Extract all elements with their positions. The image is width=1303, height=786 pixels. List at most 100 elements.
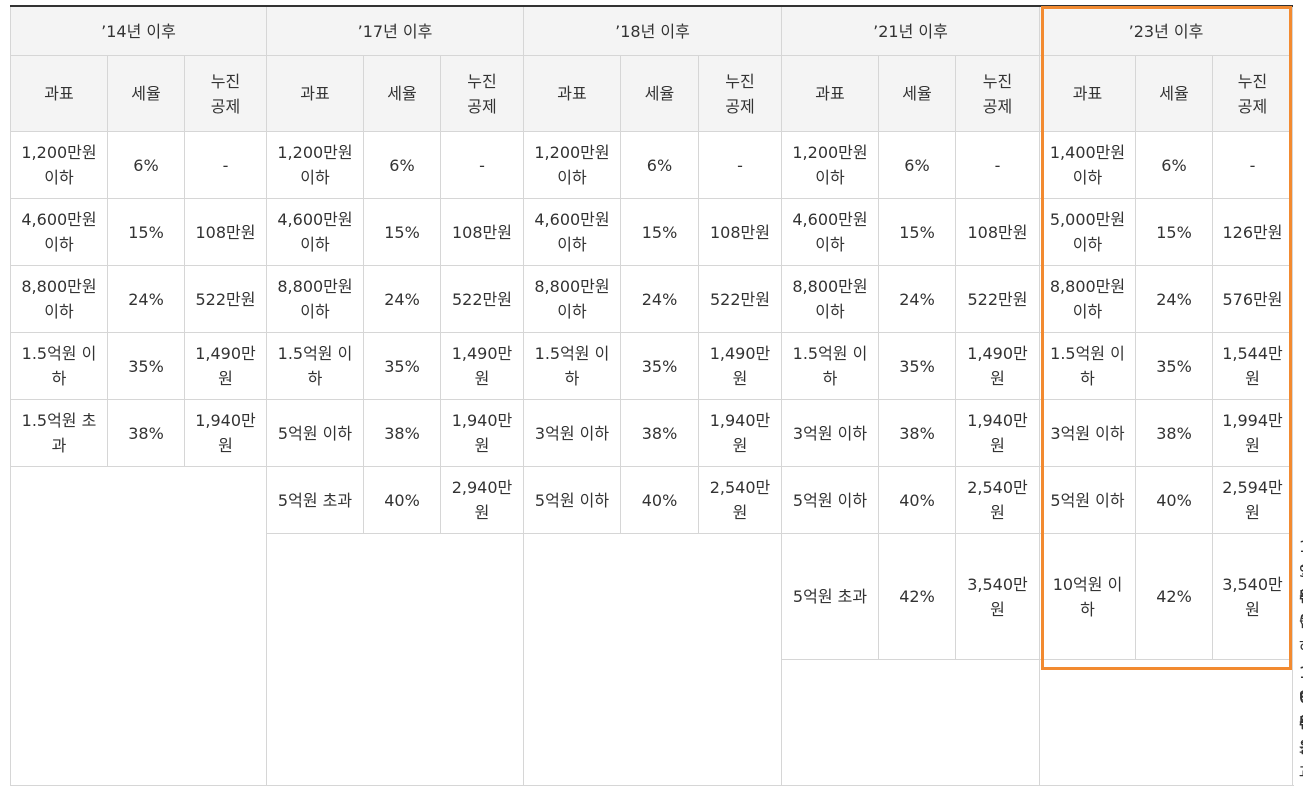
tax-base-cell: 1,200만원 이하 xyxy=(10,131,108,199)
tax-rate-cell: 24% xyxy=(107,265,185,333)
tax-rate-cell: 15% xyxy=(620,198,699,266)
progressive-deduction-cell: 1,490만원 xyxy=(955,332,1040,400)
tax-rate-cell: 40% xyxy=(363,466,441,534)
empty-cell xyxy=(1039,659,1293,786)
tax-base-cell: 1.5억원 이하 xyxy=(266,332,364,400)
tax-base-cell: 5억원 이하 xyxy=(523,466,621,534)
tax-rate-cell: 35% xyxy=(363,332,441,400)
tax-rate-cell: 24% xyxy=(878,265,956,333)
tax-base-cell: 1.5억원 이하 xyxy=(781,332,879,400)
tax-base-cell: 1.5억원 이하 xyxy=(10,332,108,400)
tax-rate-cell: 38% xyxy=(620,399,699,467)
tax-rate-cell: 6% xyxy=(1135,131,1213,199)
tax-base-cell: 5억원 이하 xyxy=(266,399,364,467)
table-row: 1,200만원 이하 6% -1,200만원 이하 6% -1,200만원 이하 6% -1… xyxy=(10,131,1293,199)
tax-base-cell: 3억원 이하 xyxy=(781,399,879,467)
table-row: 4,600만원 이하 15% 108만원 4,600만원 이하 15% 108만원 4,60… xyxy=(10,198,1293,266)
progressive-deduction-cell: 126만원 xyxy=(1212,198,1293,266)
table-row: 1.5억원 초과 38% 1,940만원 5억원 이하 38% 1,940만원 3억원 이하… xyxy=(10,399,1293,467)
tax-rate-cell: 40% xyxy=(1135,466,1213,534)
progressive-deduction-header: 누진 공제 xyxy=(698,55,782,132)
tax-rate-cell: 24% xyxy=(620,265,699,333)
tax-rate-cell: 6% xyxy=(878,131,956,199)
tax-rate-cell: 24% xyxy=(1135,265,1213,333)
tax-rate-cell: 35% xyxy=(1135,332,1213,400)
table-row: 5억원 초과 40% 2,940만원 5억원 이하 40% 2,540만원 5억원 이하 40… xyxy=(10,466,1293,786)
empty-cell xyxy=(523,533,782,786)
tax-rate-cell: 38% xyxy=(363,399,441,467)
progressive-deduction-header: 누진 공제 xyxy=(1212,55,1293,132)
progressive-deduction-cell: 1,544만원 xyxy=(1212,332,1293,400)
progressive-deduction-cell: 1,490만원 xyxy=(440,332,524,400)
tax-base-cell: 5억원 이하 xyxy=(781,466,879,534)
progressive-deduction-cell: 1,490만원 xyxy=(184,332,267,400)
tax-rate-cell: 42% xyxy=(878,533,956,660)
tax-rate-cell: 15% xyxy=(878,198,956,266)
tax-base-header: 과표 xyxy=(1039,55,1136,132)
period-header: ’18년 이후 xyxy=(523,5,782,56)
tax-rate-cell: 24% xyxy=(363,265,441,333)
tax-base-cell: 3억원 이하 xyxy=(523,399,621,467)
progressive-deduction-cell: 2,594만원 xyxy=(1212,466,1293,534)
progressive-deduction-cell: 1,994만원 xyxy=(1212,399,1293,467)
progressive-deduction-cell: 2,540만원 xyxy=(955,466,1040,534)
progressive-deduction-cell: - xyxy=(955,131,1040,199)
period-header-row: ’14년 이후 ’17년 이후 ’18년 이후 ’21년 이후 ’23년 이후 xyxy=(10,5,1293,56)
period-header: ’21년 이후 xyxy=(781,5,1040,56)
tax-rate-cell: 35% xyxy=(620,332,699,400)
progressive-deduction-cell: 1,940만원 xyxy=(955,399,1040,467)
tax-rate-cell: 38% xyxy=(107,399,185,467)
empty-cell xyxy=(781,659,1040,786)
tax-base-cell: 1,200만원 이하 xyxy=(781,131,879,199)
period-header: ’23년 이후 xyxy=(1039,5,1293,56)
progressive-deduction-cell: 108만원 xyxy=(184,198,267,266)
tax-rate-cell: 6% xyxy=(620,131,699,199)
tax-base-cell: 1.5억원 초과 xyxy=(10,399,108,467)
tax-rate-cell: 15% xyxy=(107,198,185,266)
progressive-deduction-cell: 522만원 xyxy=(184,265,267,333)
progressive-deduction-cell: 1,490만원 xyxy=(698,332,782,400)
tax-base-cell: 10억원 이하 xyxy=(1039,533,1136,660)
tax-base-cell: 4,600만원 이하 xyxy=(10,198,108,266)
tax-base-cell: 5억원 초과 xyxy=(781,533,879,660)
tax-base-cell: 3억원 이하 xyxy=(1039,399,1136,467)
tax-rate-cell: 38% xyxy=(878,399,956,467)
tax-base-cell: 4,600만원 이하 xyxy=(781,198,879,266)
tax-base-cell: 4,600만원 이하 xyxy=(523,198,621,266)
progressive-deduction-cell: 1,940만원 xyxy=(440,399,524,467)
empty-cell xyxy=(266,533,524,786)
progressive-deduction-cell: 522만원 xyxy=(440,265,524,333)
tax-base-cell: 1.5억원 이하 xyxy=(523,332,621,400)
tax-rate-cell: 35% xyxy=(878,332,956,400)
tax-base-cell: 8,800만원 이하 xyxy=(10,265,108,333)
progressive-deduction-cell: - xyxy=(184,131,267,199)
progressive-deduction-cell: 3,540만원 xyxy=(955,533,1040,660)
tax-base-header: 과표 xyxy=(10,55,108,132)
tax-rate-cell: 6% xyxy=(363,131,441,199)
subheader-row: 과표 세율 누진 공제 과표 세율 누진 공제 과표 세율 누진 공제 과표 세율 누진 공제 과표 세율… xyxy=(10,55,1293,132)
progressive-deduction-cell: 522만원 xyxy=(698,265,782,333)
table-row: 8,800만원 이하 24% 522만원 8,800만원 이하 24% 522만원 8,80… xyxy=(10,265,1293,333)
tax-rate-header: 세율 xyxy=(363,55,441,132)
tax-rate-cell: 15% xyxy=(1135,198,1213,266)
tax-base-cell: 5,000만원 이하 xyxy=(1039,198,1136,266)
progressive-deduction-cell: 1,940만원 xyxy=(698,399,782,467)
tax-rate-cell: 15% xyxy=(363,198,441,266)
tax-rate-cell: 40% xyxy=(620,466,699,534)
tax-base-cell: 1.5억원 이하 xyxy=(1039,332,1136,400)
tax-rate-header: 세율 xyxy=(620,55,699,132)
tax-rate-cell: 6% xyxy=(107,131,185,199)
table-row: 1.5억원 이하 35% 1,490만원 1.5억원 이하 35% 1,490만원 1.5억… xyxy=(10,332,1293,400)
tax-base-header: 과표 xyxy=(781,55,879,132)
tax-base-cell: 5억원 이하 xyxy=(1039,466,1136,534)
tax-base-cell: 8,800만원 이하 xyxy=(266,265,364,333)
tax-rate-header: 세율 xyxy=(878,55,956,132)
tax-base-cell: 8,800만원 이하 xyxy=(1039,265,1136,333)
progressive-deduction-cell: 576만원 xyxy=(1212,265,1293,333)
tax-rate-cell: 38% xyxy=(1135,399,1213,467)
progressive-deduction-cell: 2,940만원 xyxy=(440,466,524,534)
progressive-deduction-cell: - xyxy=(1212,131,1293,199)
tax-base-cell: 1,400만원 이하 xyxy=(1039,131,1136,199)
progressive-deduction-header: 누진 공제 xyxy=(184,55,267,132)
tax-rate-header: 세율 xyxy=(107,55,185,132)
